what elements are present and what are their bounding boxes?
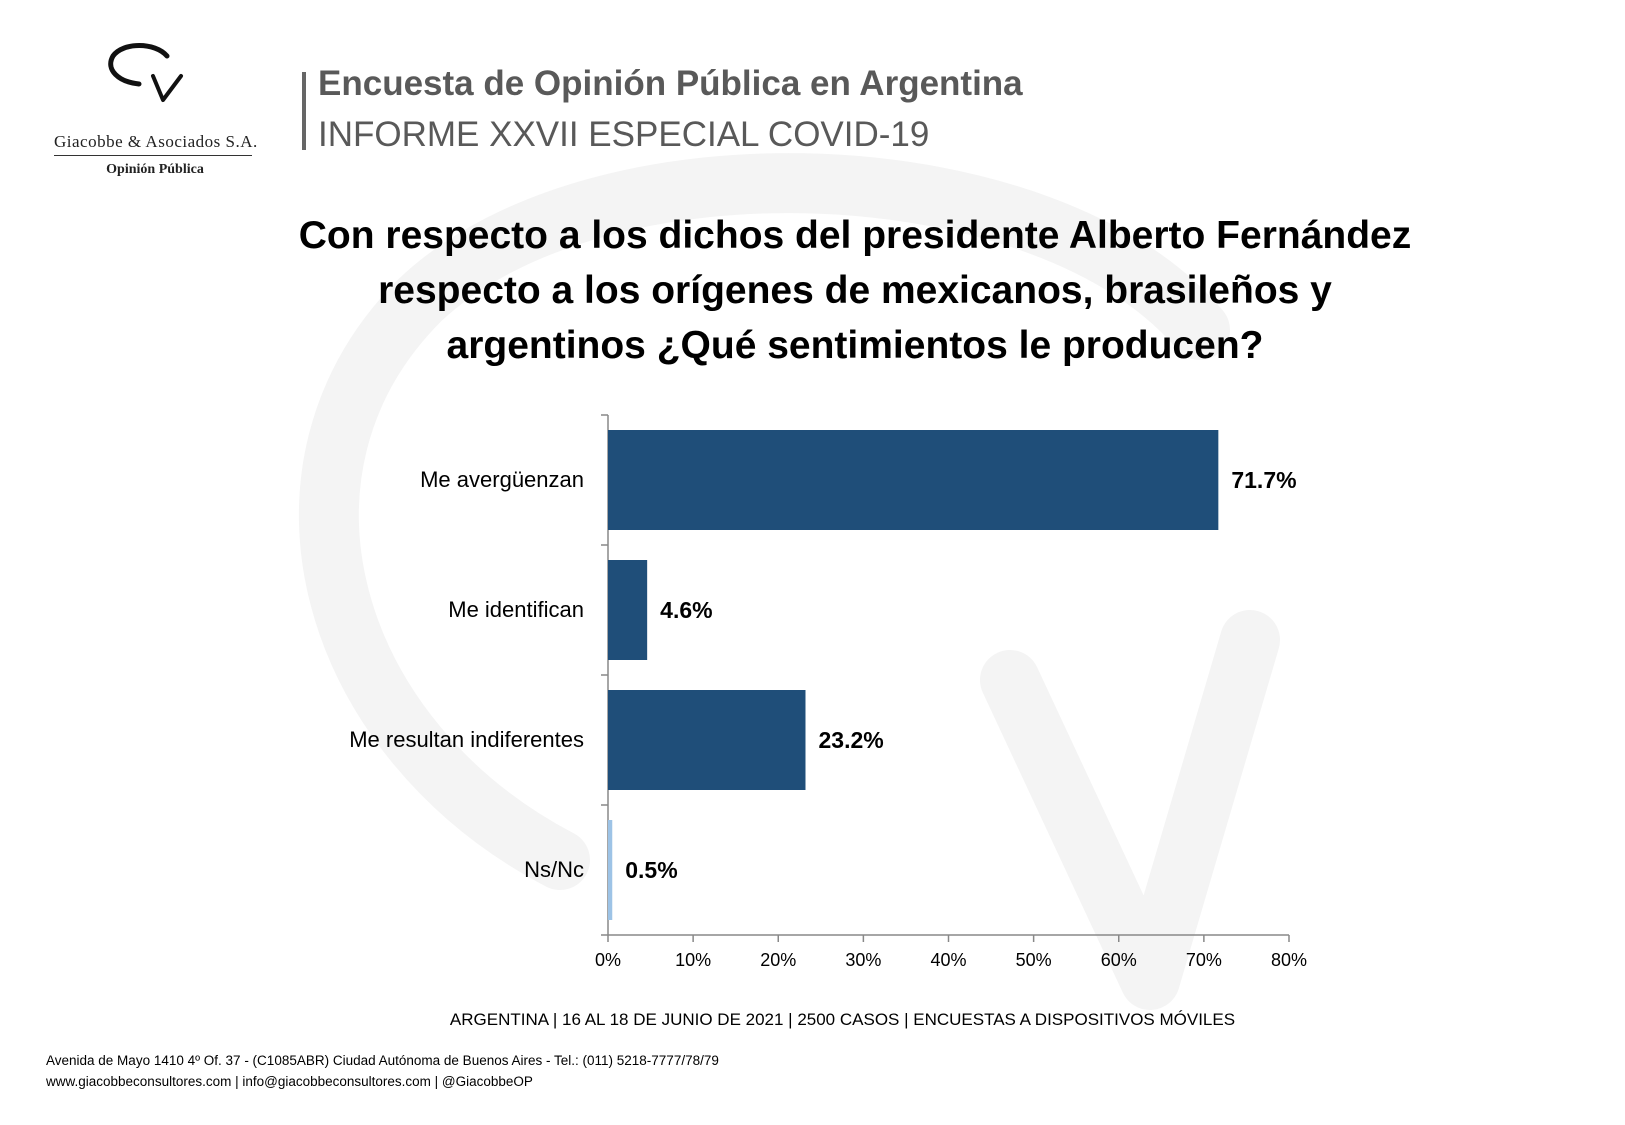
address-line: Avenida de Mayo 1410 4º Of. 37 - (C1085A… <box>46 1053 719 1068</box>
bar <box>608 560 648 660</box>
logo-divider <box>54 155 252 156</box>
value-label: 4.6% <box>660 597 712 623</box>
category-label: Me identifican <box>448 597 584 622</box>
logo-swoosh-icon <box>108 43 183 102</box>
bar <box>608 690 806 790</box>
web-contact-line: www.giacobbeconsultores.com | info@giaco… <box>46 1074 533 1089</box>
x-tick-label: 0% <box>595 950 621 970</box>
category-label: Ns/Nc <box>524 857 584 882</box>
logo-tagline: Opinión Pública <box>106 162 204 177</box>
x-tick-label: 30% <box>845 950 881 970</box>
category-label: Me resultan indiferentes <box>349 727 584 752</box>
header-divider <box>302 72 306 150</box>
survey-question: Con respecto a los dichos del presidente… <box>298 214 1412 367</box>
report-title: Encuesta de Opinión Pública en Argentina <box>318 64 1023 103</box>
x-tick-label: 70% <box>1186 950 1222 970</box>
x-tick-label: 20% <box>760 950 796 970</box>
x-tick-label: 10% <box>675 950 711 970</box>
logo-company-name: Giacobbe & Asociados S.A. <box>54 132 258 151</box>
value-label: 23.2% <box>818 727 883 753</box>
category-label: Me avergüenzan <box>420 467 584 492</box>
value-label: 71.7% <box>1231 467 1296 493</box>
report-subtitle: INFORME XXVII ESPECIAL COVID-19 <box>318 115 930 154</box>
x-tick-label: 40% <box>930 950 966 970</box>
x-tick-label: 80% <box>1271 950 1307 970</box>
survey-methodology-note: ARGENTINA | 16 AL 18 DE JUNIO DE 2021 | … <box>449 1010 1236 1029</box>
x-tick-label: 60% <box>1101 950 1137 970</box>
bar <box>608 820 613 920</box>
contact-info: Avenida de Mayo 1410 4º Of. 37 - (C1085A… <box>46 1050 719 1092</box>
company-logo: Giacobbe & Asociados S.A. Opinión Públic… <box>50 40 260 190</box>
x-tick-label: 50% <box>1016 950 1052 970</box>
bar <box>608 430 1219 530</box>
value-label: 0.5% <box>625 857 677 883</box>
